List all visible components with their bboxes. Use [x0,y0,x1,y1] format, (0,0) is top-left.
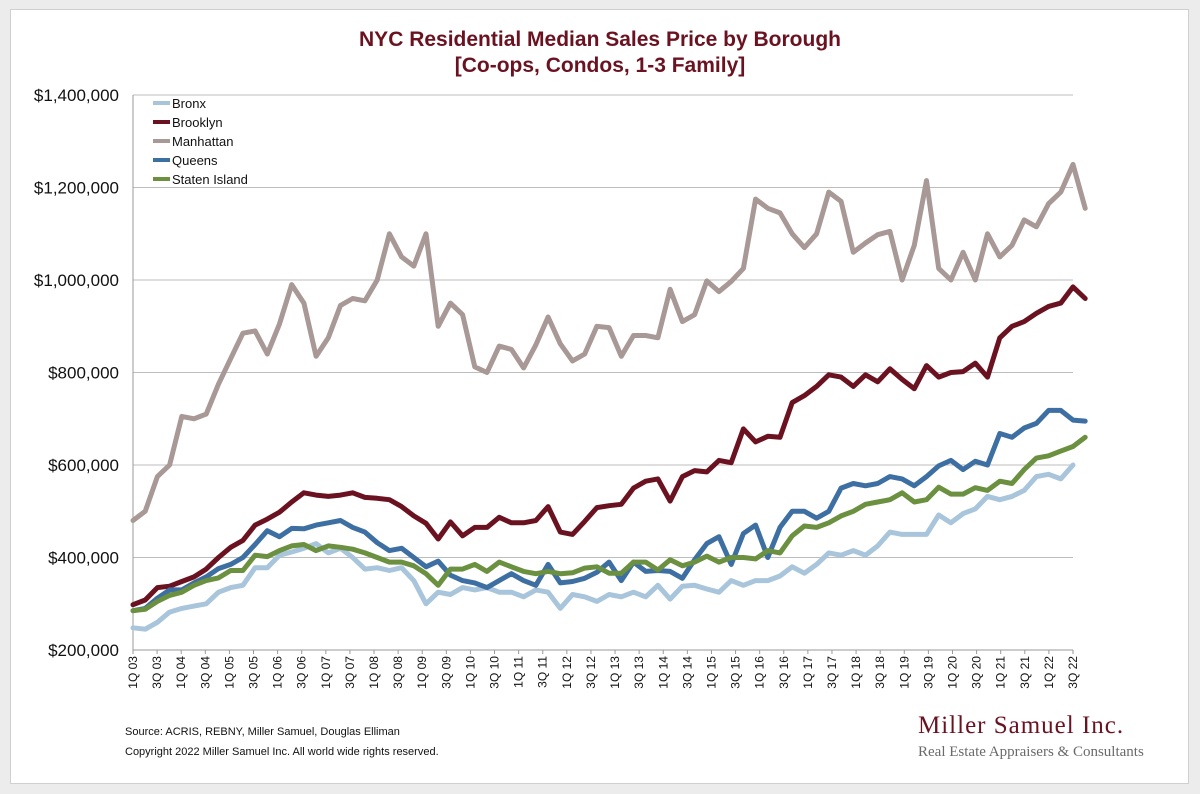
brand-logo: Miller Samuel Inc. [918,712,1125,739]
y-tick-label: $600,000 [48,456,119,475]
x-tick-label: 1Q 15 [704,656,718,689]
x-tick-label: 3Q 21 [1018,656,1032,689]
x-tick-label: 3Q 20 [970,656,984,689]
y-tick-label: $1,400,000 [34,86,119,105]
legend-label: Brooklyn [172,115,223,130]
x-tick-label: 1Q 09 [415,656,429,689]
chart-subtitle: [Co-ops, Condos, 1-3 Family] [0,54,1200,78]
x-tick-label: 3Q 16 [777,656,791,689]
x-tick-label: 1Q 04 [174,656,188,689]
copyright-note: Copyright 2022 Miller Samuel Inc. All wo… [125,746,439,758]
x-tick-label: 1Q 05 [222,656,236,689]
legend-label: Manhattan [172,134,233,149]
x-tick-label: 1Q 08 [367,656,381,689]
x-tick-label: 3Q 05 [247,656,261,689]
x-tick-label: 3Q 14 [680,656,694,689]
x-tick-label: 3Q 19 [921,656,935,689]
x-tick-label: 1Q 22 [1042,656,1056,689]
x-tick-label: 3Q 22 [1066,656,1080,689]
x-tick-label: 3Q 03 [150,656,164,689]
y-tick-label: $1,000,000 [34,271,119,290]
x-tick-label: 3Q 04 [198,656,212,689]
x-tick-label: 3Q 18 [873,656,887,689]
y-tick-label: $200,000 [48,641,119,660]
series-line-manhattan [130,161,1088,523]
chart-frame [10,9,1189,784]
x-tick-label: 1Q 18 [849,656,863,689]
x-tick-label: 3Q 10 [488,656,502,689]
series-line-bronx [130,462,1076,632]
x-tick-label: 1Q 10 [463,656,477,689]
x-tick-label: 1Q 13 [608,656,622,689]
y-tick-label: $1,200,000 [34,179,119,198]
x-tick-label: 1Q 16 [753,656,767,689]
x-tick-label: 1Q 19 [897,656,911,689]
x-tick-label: 1Q 12 [560,656,574,689]
y-tick-label: $400,000 [48,549,119,568]
x-tick-label: 1Q 06 [271,656,285,689]
legend-label: Staten Island [172,172,248,187]
x-tick-label: 1Q 21 [994,656,1008,689]
x-tick-label: 1Q 17 [801,656,815,689]
x-tick-label: 3Q 07 [343,656,357,689]
x-tick-label: 3Q 12 [584,656,598,689]
series-line-queens [130,407,1088,614]
legend-label: Bronx [172,96,206,111]
series-line-staten-island [130,434,1088,614]
brand-tagline: Real Estate Appraisers & Consultants [918,744,1144,760]
x-tick-label: 1Q 14 [656,656,670,689]
x-tick-label: 1Q 07 [319,656,333,689]
x-tick-label: 3Q 15 [729,656,743,689]
series-line-brooklyn [130,284,1088,608]
x-tick-label: 1Q 20 [945,656,959,689]
chart-subtitle-text: [Co-ops, Condos, 1-3 Family] [454,54,746,77]
chart-title: NYC Residential Median Sales Price by Bo… [359,28,841,51]
y-tick-label: $800,000 [48,364,119,383]
x-tick-label: 3Q 17 [825,656,839,689]
legend-label: Queens [172,153,218,168]
x-tick-label: 3Q 06 [295,656,309,689]
x-tick-label: 1Q 11 [512,656,526,688]
source-note: Source: ACRIS, REBNY, Miller Samuel, Dou… [125,726,400,738]
x-tick-label: 3Q 11 [536,656,550,688]
x-tick-label: 3Q 13 [632,656,646,689]
x-tick-label: 3Q 08 [391,656,405,689]
x-tick-label: 3Q 09 [439,656,453,689]
x-tick-label: 1Q 03 [126,656,140,689]
